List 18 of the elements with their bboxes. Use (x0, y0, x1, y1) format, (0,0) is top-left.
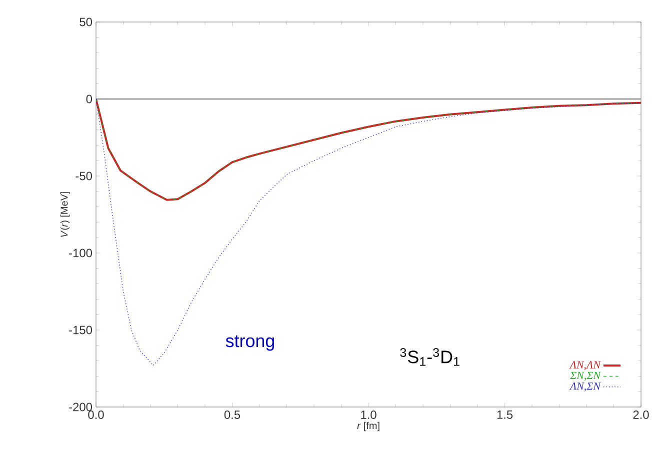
y-tick-label: 0 (86, 94, 92, 104)
x-tick-label: 2.0 (633, 410, 649, 419)
x-axis-title: r [fm] (357, 422, 380, 432)
annotation: $^{3}$S$_{1}$-$^{3}$D$_{1}$ (400, 348, 460, 366)
x-tick-label: 1.5 (497, 410, 513, 419)
legend-label: ΣN,ΣN (570, 372, 601, 381)
x-tick-label: 0.0 (88, 410, 104, 419)
x-tick-label: 0.5 (224, 410, 240, 419)
annotation: strong (226, 335, 274, 351)
y-tick-label: -100 (69, 248, 92, 258)
y-tick-label: 50 (80, 18, 92, 26)
y-axis-title: V(r) [MeV] (60, 192, 70, 237)
legend-label: ΛN,ΛN (569, 361, 601, 370)
y-tick-label: -200 (69, 402, 92, 412)
x-tick-label: 1.0 (361, 410, 376, 419)
y-tick-label: -150 (69, 326, 92, 334)
legend-label: ΛN,ΣN (569, 382, 601, 392)
y-tick-label: -50 (76, 172, 92, 180)
